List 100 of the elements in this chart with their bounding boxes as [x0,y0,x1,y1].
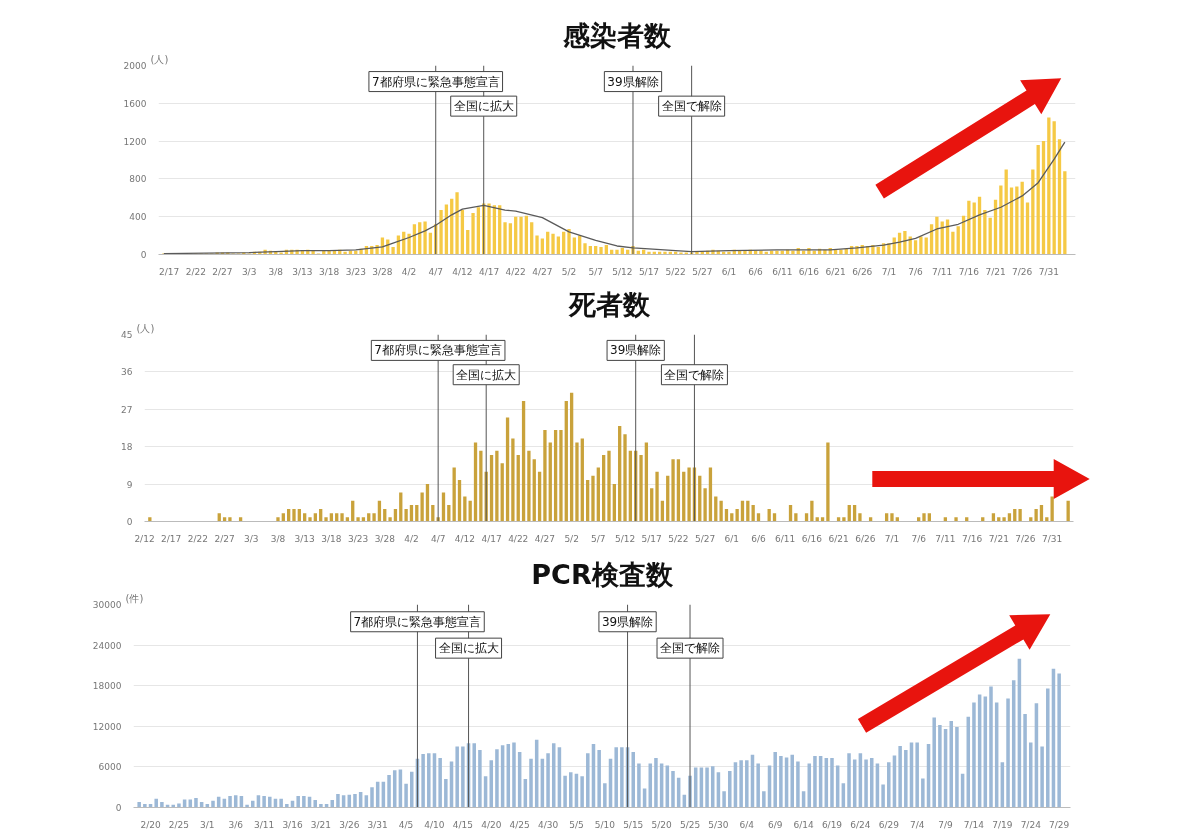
x-tick-label: 3/1 [200,819,215,830]
y-tick-label: 12000 [92,721,122,732]
y-axis-title: (人) [136,323,155,334]
x-tick-label: 7/4 [909,819,925,830]
x-tick-label: 3/13 [294,533,315,544]
x-tick-label: 4/15 [452,819,473,830]
x-tick-label: 3/3 [244,533,259,544]
x-tick-label: 4/5 [398,819,414,830]
x-tick-label: 4/30 [537,819,559,830]
y-tick-label: 24000 [92,640,122,651]
x-tick-label: 4/27 [534,533,556,544]
x-tick-label: 3/26 [339,819,360,830]
x-tick-label: 3/6 [228,819,244,830]
chart-title: PCR検査数 [531,558,674,590]
x-tick-label: 7/31 [1038,266,1059,277]
ref-line-label: 全国に拡大 [438,641,499,656]
x-tick-label: 5/12 [614,533,636,544]
x-tick-label: 4/27 [532,266,553,277]
x-tick-label: 4/12 [454,533,475,544]
x-tick-label: 5/27 [695,533,716,544]
x-tick-label: 5/20 [651,819,673,830]
ref-line-label: 7都府県に緊急事態宣言 [374,343,502,358]
ref-line-label: 全国で解除 [661,99,722,114]
x-tick-label: 3/3 [241,266,257,277]
x-tick-label: 6/11 [775,533,796,544]
ref-line-label: 全国で解除 [660,641,721,656]
x-tick-label: 5/7 [591,533,606,544]
x-tick-label: 3/16 [282,819,303,830]
x-tick-label: 5/2 [564,533,579,544]
y-tick-label: 18 [121,442,133,453]
x-tick-label: 7/9 [938,819,954,830]
x-tick-label: 4/20 [481,819,502,830]
x-tick-label: 7/11 [932,266,953,277]
ref-line-label: 7都府県に緊急事態宣言 [353,614,482,629]
y-axis-title: (件) [125,593,144,604]
y-axis-title: (人) [150,54,169,65]
x-tick-label: 5/30 [708,819,729,830]
x-tick-label: 6/4 [739,819,755,830]
x-tick-label: 6/24 [850,819,871,830]
y-tick-label: 27 [121,404,133,415]
x-tick-label: 2/27 [214,533,235,544]
x-tick-label: 6/1 [721,266,737,277]
x-tick-label: 3/11 [254,819,275,830]
x-tick-label: 7/26 [1012,266,1033,277]
x-tick-label: 6/6 [751,533,767,544]
x-tick-label: 5/22 [668,533,689,544]
ref-line-label: 39県解除 [607,74,659,89]
x-tick-label: 6/19 [821,819,843,830]
x-tick-label: 4/10 [424,819,445,830]
x-tick-label: 7/21 [988,533,1009,544]
x-tick-label: 7/11 [935,533,956,544]
x-tick-label: 5/10 [594,819,616,830]
x-tick-label: 6/26 [852,266,873,277]
x-tick-label: 4/12 [452,266,473,277]
x-tick-label: 5/15 [623,819,644,830]
x-tick-label: 7/24 [1020,819,1042,830]
x-tick-label: 2/17 [161,533,182,544]
x-tick-label: 6/16 [798,266,820,277]
y-tick-label: 45 [121,330,133,340]
x-tick-label: 3/23 [345,266,366,277]
x-tick-label: 4/7 [428,266,443,277]
x-tick-label: 5/22 [665,266,686,277]
x-tick-label: 6/26 [855,533,876,544]
x-tick-label: 5/17 [638,266,660,277]
x-tick-label: 2/17 [159,266,180,277]
y-tick-label: 2000 [123,61,147,71]
x-tick-label: 6/21 [828,533,849,544]
x-tick-label: 5/27 [692,266,713,277]
x-tick-label: 2/20 [140,819,161,830]
y-tick-label: 36 [121,367,133,378]
x-tick-label: 3/23 [347,533,369,544]
x-tick-label: 7/16 [961,533,983,544]
x-tick-label: 2/25 [168,819,190,830]
x-tick-label: 2/12 [134,533,155,544]
x-tick-label: 3/13 [292,266,313,277]
x-tick-label: 4/7 [430,533,446,544]
x-tick-label: 2/27 [212,266,233,277]
x-tick-label: 5/5 [569,819,584,830]
x-tick-label: 7/1 [881,266,897,277]
x-tick-label: 6/21 [825,266,846,277]
x-tick-label: 4/17 [481,533,502,544]
x-tick-label: 7/31 [1042,533,1063,544]
x-tick-label: 7/14 [963,819,985,830]
y-tick-label: 800 [129,174,147,185]
x-tick-label: 6/11 [772,266,793,277]
ref-line-label: 39県解除 [601,614,654,629]
x-tick-label: 2/22 [185,266,206,277]
x-tick-label: 3/21 [310,819,332,830]
x-tick-label: 5/12 [612,266,633,277]
y-tick-label: 30000 [92,600,122,610]
x-tick-label: 6/14 [793,819,814,830]
x-tick-label: 5/2 [561,266,577,277]
x-tick-label: 4/2 [404,533,419,544]
x-tick-label: 6/16 [801,533,823,544]
y-tick-label: 1200 [123,136,147,147]
y-tick-label: 400 [129,212,147,223]
x-tick-label: 7/19 [992,819,1013,830]
x-tick-label: 7/29 [1049,819,1070,830]
x-tick-label: 3/31 [367,819,388,830]
y-tick-label: 18000 [92,681,122,692]
